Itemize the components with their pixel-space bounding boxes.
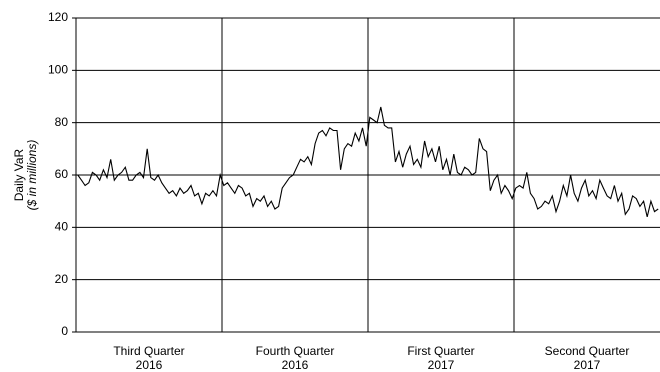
x-category-label: Fourth Quarter 2016 [255, 344, 335, 372]
x-category-label: First Quarter 2017 [407, 344, 475, 372]
data-line [77, 106, 659, 218]
y-tick-label: 100 [48, 63, 68, 77]
y-axis-title: Daily VaR [12, 148, 26, 201]
x-category-label: Third Quarter 2016 [113, 344, 185, 372]
x-category-label: Second Quarter 2017 [544, 344, 630, 372]
y-tick-label: 120 [48, 10, 68, 24]
y-axis-title-group: Daily VaR ($ in millions) [12, 140, 39, 211]
y-tick-label: 0 [61, 324, 68, 338]
y-tick-label: 60 [55, 167, 69, 181]
y-tick-label: 20 [55, 272, 69, 286]
y-tick-label: 40 [55, 220, 69, 234]
y-axis-unit: ($ in millions) [25, 140, 39, 211]
y-tick-label: 80 [55, 115, 69, 129]
